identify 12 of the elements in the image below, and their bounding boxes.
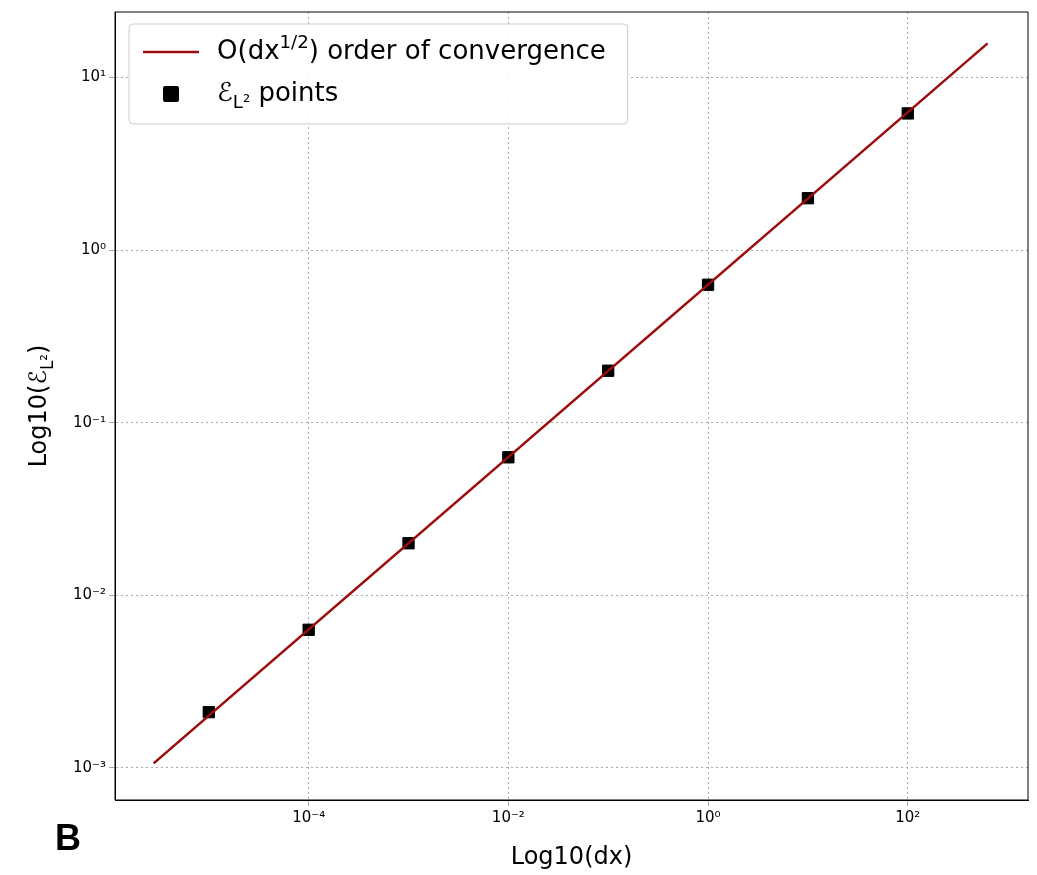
x-tick-label: 10²: [895, 807, 921, 826]
y-tick-label: 10⁻¹: [72, 412, 107, 431]
y-tick-label: 10⁰: [80, 240, 107, 259]
y-tick-label: 10⁻³: [72, 757, 107, 776]
x-tick-label: 10⁻²: [491, 807, 525, 826]
x-axis-title: Log10(dx): [510, 842, 633, 871]
text: B: [55, 816, 81, 858]
x-tick-label: 10⁻⁴: [292, 807, 326, 826]
x-tick-label: 10⁰: [695, 807, 721, 826]
y-tick-label: 10¹: [80, 67, 107, 86]
y-tick-label: 10⁻²: [72, 585, 107, 604]
y-axis-title: Log10(ℰL²): [24, 344, 57, 468]
